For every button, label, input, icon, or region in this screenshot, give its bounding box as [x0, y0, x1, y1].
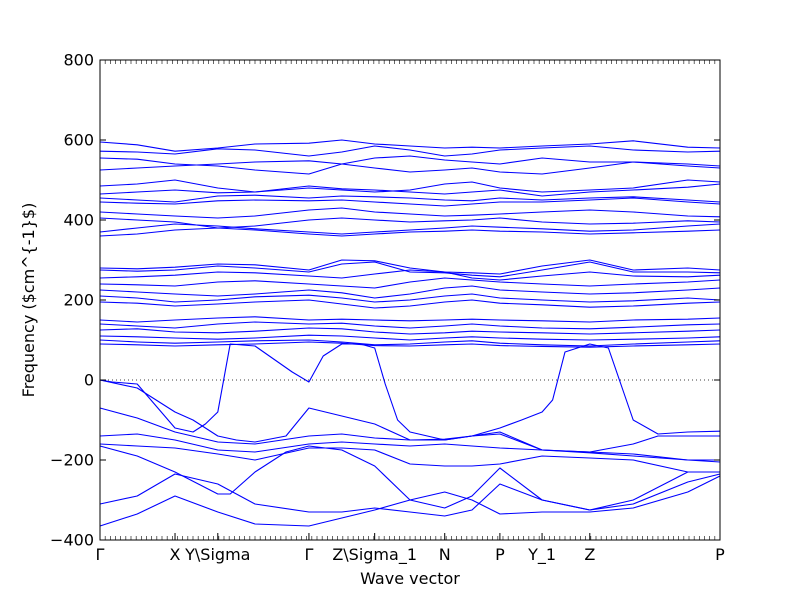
band-line-28	[99, 407, 720, 461]
y-tick-label: 800	[63, 51, 94, 70]
band-line-18	[99, 293, 721, 303]
y-axis-label: Frequency ($cm^{-1}$)	[19, 203, 38, 398]
band-line-4	[99, 160, 721, 175]
y-tick-label: 600	[63, 131, 94, 150]
band-line-22	[99, 327, 721, 335]
band-line-14	[99, 261, 721, 278]
y-tick-label: 0	[84, 371, 94, 390]
x-tick-label: Z	[584, 545, 595, 564]
x-tick-label: X	[170, 545, 181, 564]
band-line-9	[99, 207, 721, 219]
x-tick-label: P	[715, 545, 725, 564]
band-line-17	[99, 285, 721, 299]
band-line-6	[99, 183, 721, 197]
band-line-32	[99, 473, 721, 517]
band-line-29	[99, 433, 721, 463]
x-tick-label: Γ	[96, 545, 105, 564]
x-axis-label: Wave vector	[360, 569, 460, 588]
band-line-1	[99, 139, 721, 152]
x-tick-label: P	[495, 545, 505, 564]
y-tick-label: −400	[50, 531, 94, 550]
x-tick-label: Y\Sigma	[184, 545, 250, 564]
x-tick-label: Γ	[304, 545, 313, 564]
x-tick-label: Z\Sigma_1	[332, 545, 417, 565]
band-line-10	[99, 217, 721, 229]
band-line-30	[99, 443, 720, 473]
band-line-27	[99, 379, 720, 453]
band-line-2	[99, 145, 721, 157]
y-tick-label: −200	[50, 451, 94, 470]
band-line-13	[99, 259, 721, 275]
x-tick-label: Y_1	[527, 545, 556, 565]
y-axis-ticks: 800 600 400 200 0 −200 −400	[50, 51, 720, 550]
band-line-26	[99, 343, 721, 441]
band-line-8	[99, 197, 721, 207]
band-line-3	[99, 155, 721, 175]
x-tick-label: N	[439, 545, 451, 564]
band-line-5	[99, 179, 721, 193]
band-line-24	[99, 339, 721, 347]
y-tick-label: 200	[63, 291, 94, 310]
band-line-33	[99, 475, 721, 527]
band-line-15	[99, 269, 721, 281]
band-line-23	[99, 334, 721, 341]
series-layer	[99, 139, 721, 527]
band-line-7	[99, 194, 721, 203]
band-line-19	[99, 299, 721, 309]
band-line-11	[99, 223, 721, 235]
band-line-16	[99, 277, 721, 289]
y-tick-label: 400	[63, 211, 94, 230]
band-line-12	[99, 227, 721, 237]
band-line-21	[99, 321, 721, 330]
band-line-20	[99, 316, 721, 323]
